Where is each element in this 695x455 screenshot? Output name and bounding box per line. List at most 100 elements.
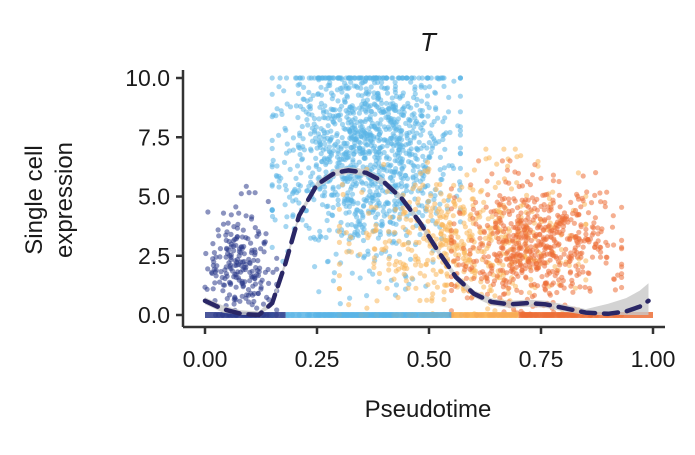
data-point-cluster-2 [426, 84, 433, 90]
data-point-cluster-4 [533, 233, 539, 239]
data-point-cluster-2 [325, 123, 331, 129]
data-point-cluster-2 [295, 114, 301, 121]
data-point-cluster-2 [347, 135, 353, 141]
data-point-cluster-2 [317, 75, 323, 81]
data-point-cluster-2 [381, 124, 387, 130]
data-point-cluster-3 [336, 223, 342, 229]
data-point-cluster-4 [484, 222, 490, 229]
data-point-cluster-2 [418, 112, 424, 118]
data-point-cluster-2 [436, 139, 442, 145]
data-point-cluster-4 [514, 205, 521, 211]
data-point-cluster-1 [231, 274, 237, 280]
data-point-cluster-2 [344, 154, 350, 160]
data-point-cluster-1 [254, 272, 260, 278]
data-point-cluster-2 [431, 196, 437, 203]
data-point-cluster-2 [350, 147, 356, 154]
data-point-cluster-4 [530, 172, 536, 178]
data-point-cluster-3 [374, 298, 380, 304]
data-point-cluster-1 [240, 227, 246, 233]
data-point-cluster-3 [430, 233, 436, 239]
data-point-cluster-2 [377, 229, 383, 235]
data-point-cluster-2 [398, 184, 405, 190]
data-point-cluster-2 [395, 75, 401, 81]
axes: 0.0 2.5 5.0 7.5 10.0 0.00 0.25 0.50 0.75 1.00 [125, 65, 675, 372]
data-point-cluster-2 [362, 118, 368, 124]
data-point-cluster-4 [512, 198, 518, 204]
data-point-cluster-2 [365, 91, 371, 97]
data-point-cluster-4 [506, 262, 513, 268]
data-point-cluster-3 [403, 278, 409, 284]
data-point-cluster-2 [439, 75, 445, 81]
data-point-cluster-2 [412, 84, 418, 90]
data-point-cluster-1 [255, 258, 261, 264]
data-point-cluster-4 [576, 271, 582, 277]
data-point-cluster-2 [330, 204, 336, 211]
data-point-cluster-4 [477, 235, 483, 241]
data-point-cluster-2 [347, 104, 353, 110]
data-point-cluster-3 [371, 264, 377, 271]
data-point-cluster-3 [405, 240, 411, 246]
data-point-cluster-4 [534, 283, 541, 289]
data-point-cluster-3 [415, 196, 421, 202]
data-point-cluster-2 [357, 275, 363, 281]
data-point-cluster-2 [413, 177, 419, 183]
data-point-cluster-2 [368, 108, 374, 114]
data-point-cluster-3 [438, 191, 444, 197]
data-point-cluster-3 [420, 182, 426, 188]
data-point-cluster-2 [312, 236, 318, 242]
data-point-cluster-4 [557, 255, 564, 261]
data-point-cluster-1 [202, 284, 208, 290]
data-point-cluster-2 [375, 198, 381, 204]
data-point-cluster-4 [540, 227, 546, 234]
data-point-cluster-4 [544, 191, 550, 198]
data-point-cluster-3 [433, 186, 439, 192]
data-point-cluster-3 [418, 170, 424, 176]
data-point-cluster-4 [491, 208, 497, 214]
data-point-cluster-1 [247, 278, 253, 284]
data-point-cluster-2 [335, 113, 341, 119]
data-point-cluster-1 [258, 280, 264, 286]
data-point-cluster-3 [426, 166, 432, 172]
data-point-cluster-1 [270, 269, 276, 275]
data-point-cluster-1 [235, 221, 241, 227]
data-point-cluster-4 [498, 220, 504, 226]
data-point-cluster-3 [444, 203, 450, 209]
data-point-cluster-2 [404, 187, 410, 194]
data-point-cluster-3 [572, 285, 579, 291]
data-point-cluster-4 [537, 231, 543, 237]
data-point-cluster-3 [481, 284, 487, 290]
data-point-cluster-2 [437, 154, 443, 160]
data-point-cluster-2 [417, 107, 423, 113]
data-point-cluster-3 [583, 221, 589, 228]
data-point-cluster-4 [573, 263, 579, 269]
data-point-cluster-2 [317, 186, 323, 192]
y-axis-title-line-1: Single cell [21, 145, 48, 254]
data-point-cluster-3 [455, 234, 461, 240]
data-point-cluster-2 [323, 234, 329, 241]
data-point-cluster-4 [603, 260, 609, 266]
data-point-cluster-2 [299, 217, 305, 223]
data-point-cluster-1 [239, 293, 245, 299]
data-point-cluster-4 [511, 224, 517, 230]
data-point-cluster-2 [330, 212, 336, 219]
data-point-cluster-1 [274, 255, 280, 261]
data-point-cluster-2 [392, 79, 398, 85]
data-point-cluster-1 [264, 294, 270, 300]
data-point-cluster-3 [461, 250, 467, 256]
data-point-cluster-3 [370, 229, 376, 235]
data-point-cluster-2 [358, 80, 364, 86]
data-point-cluster-2 [399, 112, 405, 118]
data-point-cluster-4 [605, 242, 611, 248]
data-point-cluster-4 [481, 254, 487, 260]
data-point-cluster-4 [452, 283, 458, 289]
data-point-cluster-2 [383, 201, 389, 207]
data-point-cluster-2 [297, 145, 303, 151]
data-point-cluster-1 [220, 210, 227, 216]
data-point-cluster-1 [255, 290, 261, 297]
data-point-cluster-2 [366, 183, 372, 189]
data-point-cluster-3 [425, 218, 431, 224]
data-point-cluster-4 [611, 276, 617, 282]
data-point-cluster-4 [522, 241, 528, 247]
data-point-cluster-3 [429, 250, 435, 256]
data-point-cluster-2 [318, 84, 324, 90]
